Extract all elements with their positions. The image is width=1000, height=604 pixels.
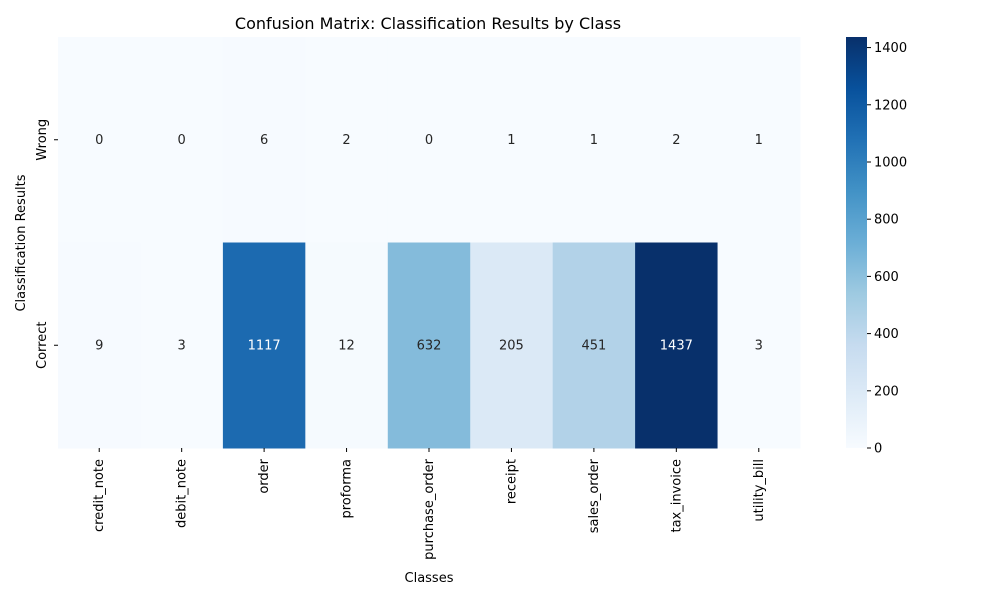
colorbar-tick-label: 800 bbox=[874, 213, 899, 228]
cell-value-label: 0 bbox=[95, 133, 103, 148]
cell-value-label: 1 bbox=[507, 133, 515, 148]
colorbar-tick-label: 1000 bbox=[874, 155, 907, 170]
x-tick-label: debit_note bbox=[175, 459, 190, 528]
cell-value-label: 632 bbox=[417, 338, 442, 353]
chart-title: Confusion Matrix: Classification Results… bbox=[235, 14, 621, 33]
cell-value-label: 1437 bbox=[660, 338, 693, 353]
heatmap-cell bbox=[140, 37, 224, 243]
heatmap-cells bbox=[58, 37, 801, 449]
heatmap-cell bbox=[717, 242, 801, 449]
cell-value-label: 2 bbox=[342, 133, 350, 148]
heatmap-cell bbox=[58, 37, 141, 243]
x-axis-ticks: credit_note debit_note order proforma purcha… bbox=[92, 448, 767, 560]
heatmap-cell bbox=[552, 242, 636, 449]
x-tick-label: credit_note bbox=[92, 459, 107, 532]
colorbar-tick-label: 0 bbox=[874, 442, 882, 457]
heatmap-cell bbox=[222, 37, 306, 243]
heatmap-cell bbox=[635, 37, 719, 243]
heatmap-cell bbox=[305, 242, 389, 449]
colorbar-tick-label: 200 bbox=[874, 384, 899, 399]
y-tick-label: Correct bbox=[35, 322, 50, 369]
heatmap-cell bbox=[305, 37, 389, 243]
cell-value-label: 3 bbox=[755, 338, 763, 353]
colorbar-tick-label: 400 bbox=[874, 327, 899, 342]
cell-value-label: 2 bbox=[672, 133, 680, 148]
x-axis-label: Classes bbox=[405, 571, 454, 586]
x-tick-label: tax_invoice bbox=[669, 459, 684, 533]
heatmap-cell bbox=[470, 242, 554, 449]
x-tick-label: sales_order bbox=[587, 458, 602, 533]
heatmap-cell bbox=[58, 242, 141, 449]
cell-value-label: 9 bbox=[95, 338, 103, 353]
colorbar-tick-label: 600 bbox=[874, 270, 899, 285]
x-tick-label: proforma bbox=[340, 459, 355, 519]
x-tick-label: receipt bbox=[504, 459, 519, 504]
cell-value-label: 205 bbox=[499, 338, 524, 353]
heatmap-cell bbox=[222, 242, 306, 449]
cell-value-label: 0 bbox=[178, 133, 186, 148]
cell-value-label: 1 bbox=[755, 133, 763, 148]
colorbar-tick-label: 1400 bbox=[874, 41, 907, 56]
cell-value-label: 451 bbox=[581, 338, 606, 353]
x-tick-label: order bbox=[257, 458, 272, 493]
cell-value-label: 0 bbox=[425, 133, 433, 148]
colorbar-tick-label: 1200 bbox=[874, 98, 907, 113]
cell-value-label: 1117 bbox=[248, 338, 281, 353]
heatmap-cell bbox=[387, 242, 471, 449]
colorbar-ticks: 0 200 400 600 800 1000 1200 1400 bbox=[867, 41, 907, 457]
heatmap-cell bbox=[552, 37, 636, 243]
heatmap-cell bbox=[140, 242, 224, 449]
cell-value-label: 6 bbox=[260, 133, 268, 148]
y-axis-ticks: Wrong Correct bbox=[35, 119, 58, 369]
heatmap-cell-labels: 0 0 6 2 0 1 1 2 19 3 1117 12 632 205 451 1437 3 bbox=[95, 133, 763, 354]
x-tick-label: purchase_order bbox=[422, 458, 437, 559]
colorbar bbox=[846, 37, 867, 448]
x-tick-label: utility_bill bbox=[752, 459, 767, 522]
cell-value-label: 1 bbox=[590, 133, 598, 148]
cell-value-label: 3 bbox=[178, 338, 186, 353]
heatmap-cell bbox=[717, 37, 801, 243]
cell-value-label: 12 bbox=[338, 338, 355, 353]
heatmap-cell bbox=[635, 242, 719, 449]
y-axis-label: Classification Results bbox=[14, 174, 29, 311]
y-tick-label: Wrong bbox=[35, 119, 50, 161]
heatmap-cell bbox=[470, 37, 554, 243]
heatmap-cell bbox=[387, 37, 471, 243]
